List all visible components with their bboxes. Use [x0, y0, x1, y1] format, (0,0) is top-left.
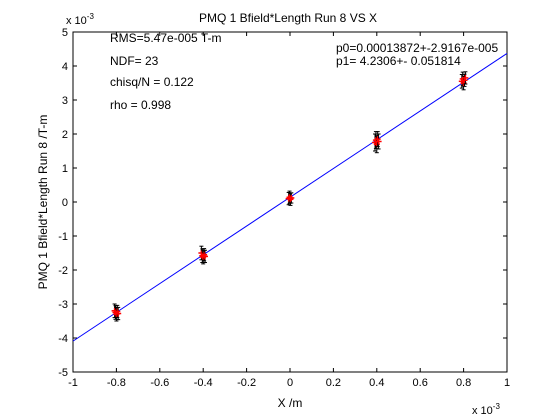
- x-multiplier-exponent: -3: [493, 402, 501, 411]
- x-tick-label: 0.6: [413, 377, 428, 389]
- chart-title: PMQ 1 Bfield*Length Run 8 VS X: [199, 11, 377, 25]
- x-multiplier-base: x 10: [472, 405, 493, 417]
- x-tick-label: -0.8: [107, 377, 126, 389]
- annotation-chisq: chisq/N = 0.122: [110, 75, 194, 89]
- x-tick-label: 0.2: [326, 377, 341, 389]
- annotation-p0: p0=0.00013872+-2.9167e-005: [336, 41, 498, 55]
- x-axis-label: X /m: [278, 396, 303, 410]
- axis-ticks: -1 -0.8 -0.6 -0.4 -0.2 0 0.2 0.4 0.6 0.8 1 -5 -4 -3 -2…: [58, 27, 510, 389]
- y-tick-label: -3: [58, 299, 68, 311]
- y-tick-label: 4: [62, 61, 68, 73]
- annotation-rms: RMS=5.47e-005 T-m: [110, 31, 222, 45]
- y-axis-label: PMQ 1 Bfield*Length Run 8 /T-m: [36, 115, 50, 290]
- x-tick-label: 0: [287, 377, 293, 389]
- y-tick-label: 5: [62, 27, 68, 39]
- x-tick-label: 1: [504, 377, 510, 389]
- x-multiplier: x 10-3: [472, 402, 500, 417]
- data-points: [111, 71, 469, 322]
- y-tick-label: -5: [58, 367, 68, 379]
- annotation-rho: rho = 0.998: [110, 98, 171, 112]
- annotation-ndf: NDF= 23: [110, 54, 159, 68]
- annotation-p1: p1= 4.2306+- 0.051814: [336, 54, 461, 68]
- y-multiplier: x 10-3: [66, 12, 94, 27]
- y-tick-label: -4: [58, 333, 68, 345]
- x-tick-label: -0.4: [194, 377, 213, 389]
- y-tick-label: 3: [62, 95, 68, 107]
- x-tick-label: 0.4: [369, 377, 384, 389]
- y-tick-label: 2: [62, 129, 68, 141]
- y-tick-label: 0: [62, 197, 68, 209]
- y-multiplier-exponent: -3: [87, 12, 95, 21]
- x-tick-label: -1: [68, 377, 78, 389]
- x-tick-label: -0.2: [237, 377, 256, 389]
- x-tick-label: -0.6: [150, 377, 169, 389]
- y-tick-label: -2: [58, 265, 68, 277]
- y-multiplier-base: x 10: [66, 15, 87, 27]
- y-tick-label: 1: [62, 163, 68, 175]
- y-tick-label: -1: [58, 231, 68, 243]
- x-tick-label: 0.8: [456, 377, 471, 389]
